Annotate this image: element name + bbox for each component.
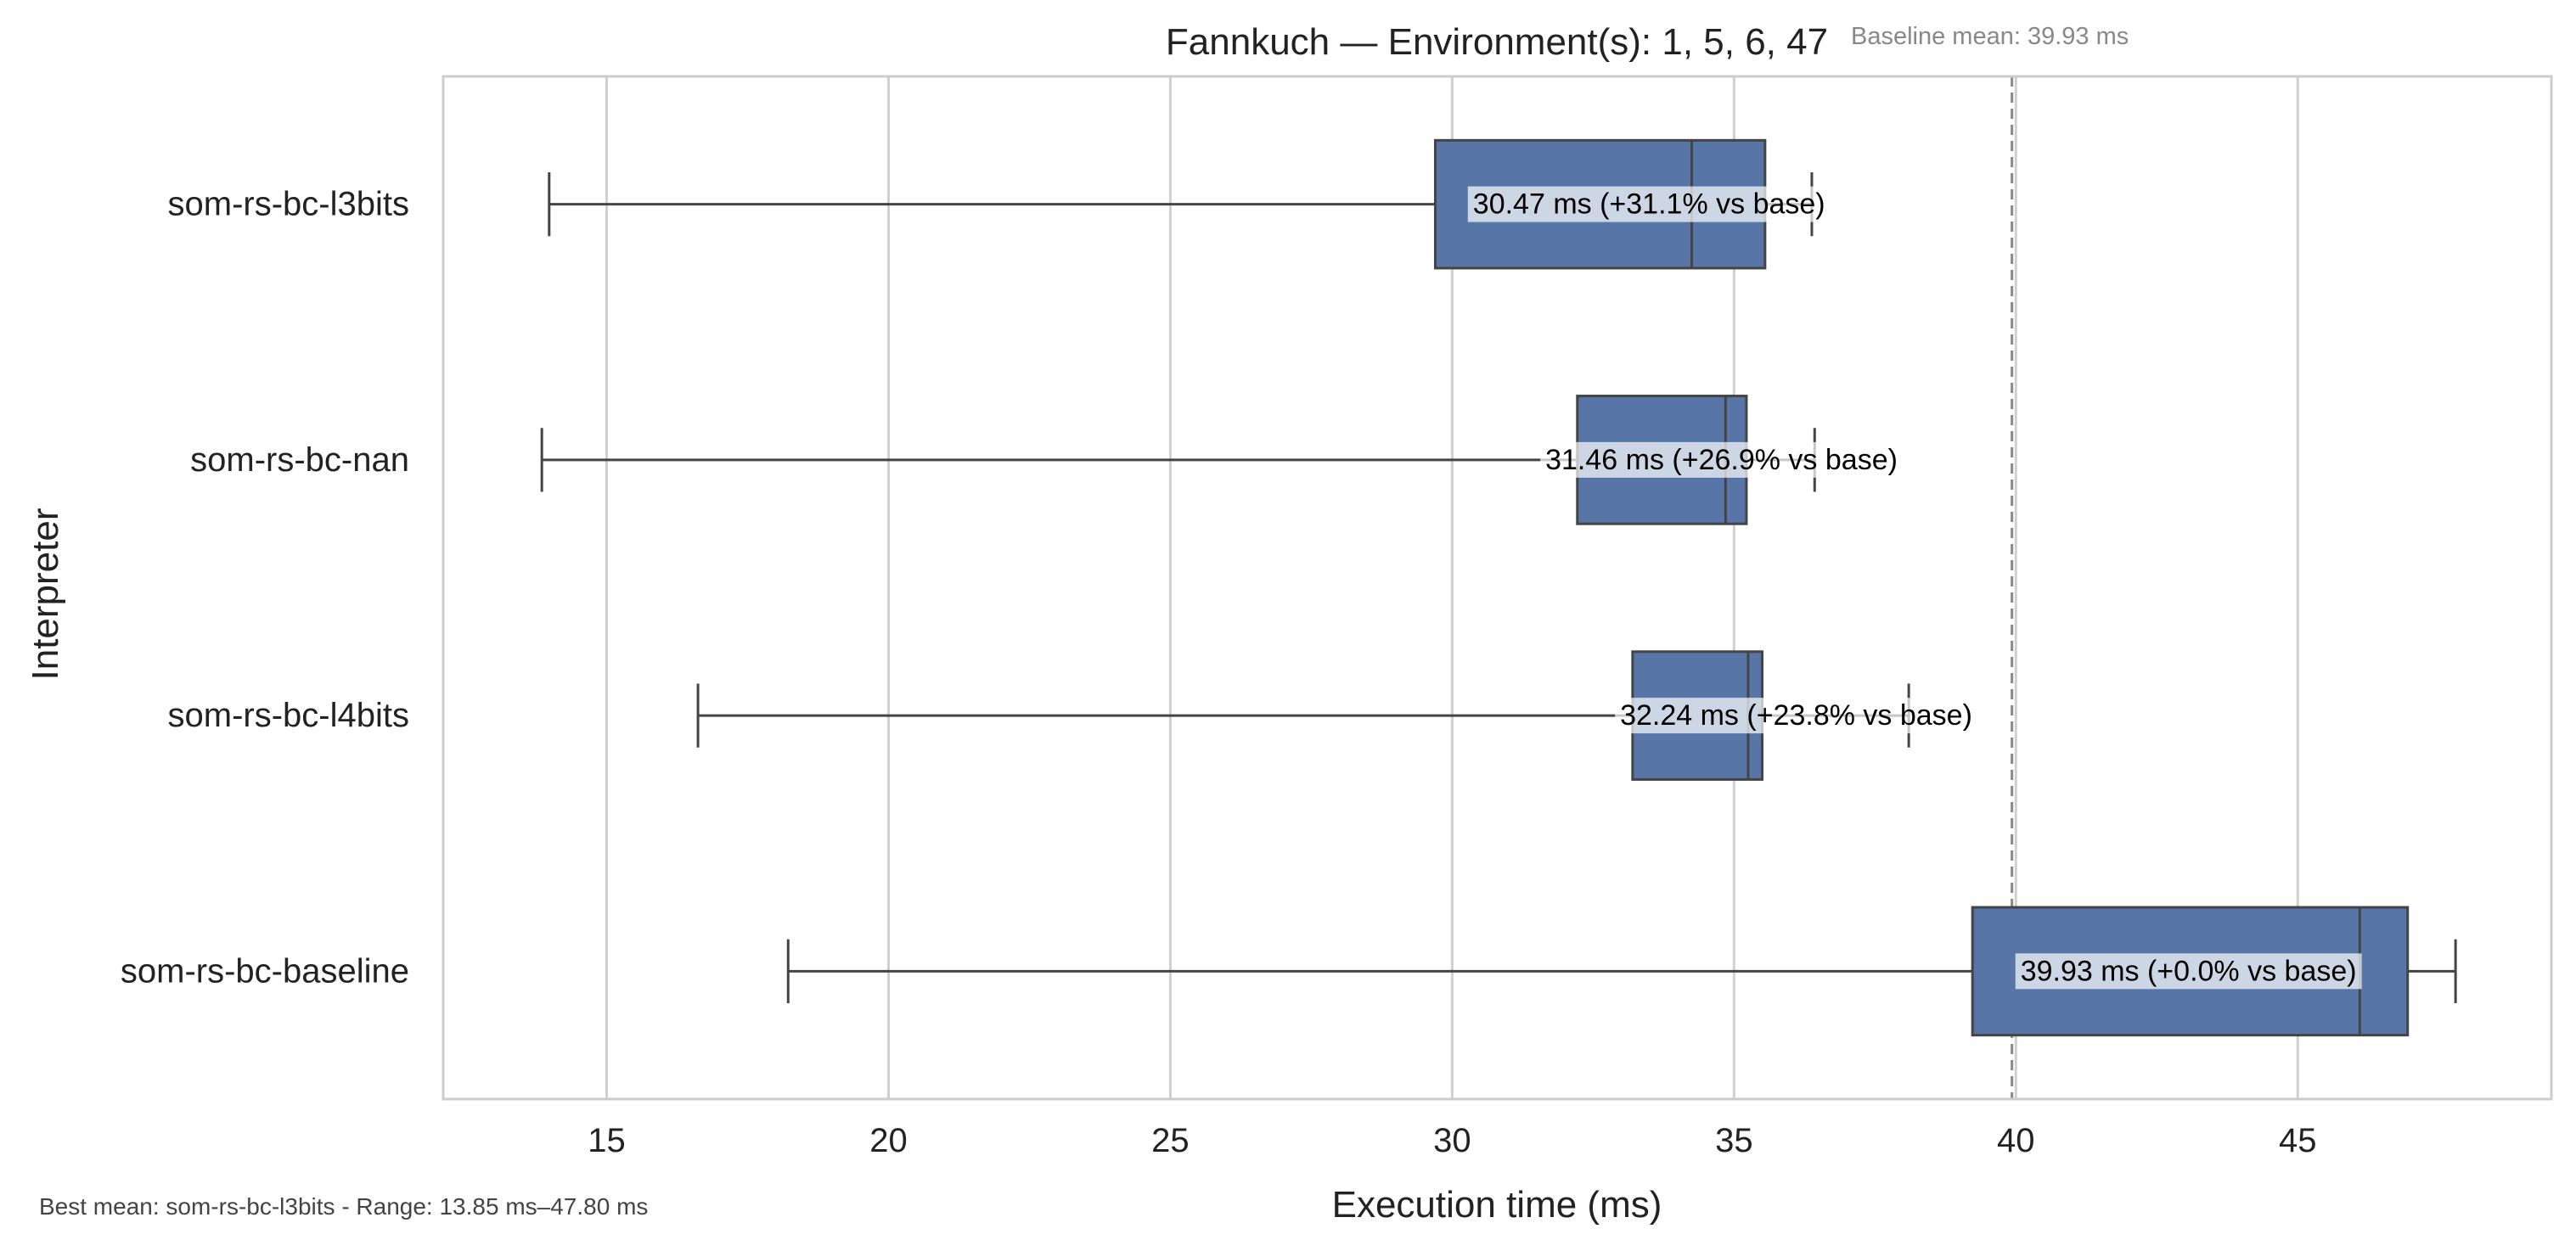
- annotation-som-rs-bc-l3bits: 30.47 ms (+31.1% vs base): [1467, 186, 1831, 222]
- baseline-label: Baseline mean: 39.93 ms: [1851, 23, 2129, 50]
- annotation-background: [1540, 441, 1903, 478]
- annotation-text: 31.46 ms (+26.9% vs base): [1545, 444, 1898, 476]
- x-tick-label: 45: [2279, 1122, 2317, 1159]
- x-tick-label: 25: [1151, 1122, 1190, 1159]
- x-tick-label: 30: [1433, 1122, 1471, 1159]
- y-category-label: som-rs-bc-l4bits: [168, 697, 409, 734]
- annotation-text: 32.24 ms (+23.8% vs base): [1620, 699, 1972, 732]
- chart-title: Fannkuch — Environment(s): 1, 5, 6, 47: [1166, 21, 1828, 63]
- annotation-background: [1467, 186, 1831, 222]
- annotation-som-rs-bc-baseline: 39.93 ms (+0.0% vs base): [2015, 953, 2362, 990]
- x-tick-labels: 15 20 25 30 35 40 45: [588, 1122, 2316, 1159]
- x-tick-label: 40: [1997, 1122, 2035, 1159]
- plot-frame: [442, 75, 2553, 1101]
- annotation-background: [1615, 698, 1977, 734]
- y-category-label: som-rs-bc-baseline: [121, 952, 409, 990]
- annotation-text: 39.93 ms (+0.0% vs base): [2021, 955, 2357, 987]
- y-category-labels: som-rs-bc-l3bits som-rs-bc-nan som-rs-bc-l…: [121, 186, 409, 990]
- footer-note: Best mean: som-rs-bc-l3bits - Range: 13.…: [39, 1193, 649, 1220]
- x-tick-label: 15: [588, 1122, 626, 1159]
- x-axis-label: Execution time (ms): [1332, 1184, 1662, 1226]
- annotation-som-rs-bc-l4bits: 32.24 ms (+23.8% vs base): [1615, 698, 1977, 734]
- x-tick-label: 20: [869, 1122, 908, 1159]
- annotation-text: 30.47 ms (+31.1% vs base): [1473, 188, 1825, 221]
- y-axis-label: Interpreter: [25, 508, 66, 681]
- y-category-label: som-rs-bc-nan: [190, 441, 409, 479]
- annotation-som-rs-bc-nan: 31.46 ms (+26.9% vs base): [1540, 441, 1903, 478]
- annotation-background: [2015, 953, 2362, 990]
- x-tick-label: 35: [1715, 1122, 1753, 1159]
- annotations-layer: 30.47 ms (+31.1% vs base) 31.46 ms (+26.9…: [1467, 186, 2362, 990]
- y-category-label: som-rs-bc-l3bits: [168, 186, 409, 223]
